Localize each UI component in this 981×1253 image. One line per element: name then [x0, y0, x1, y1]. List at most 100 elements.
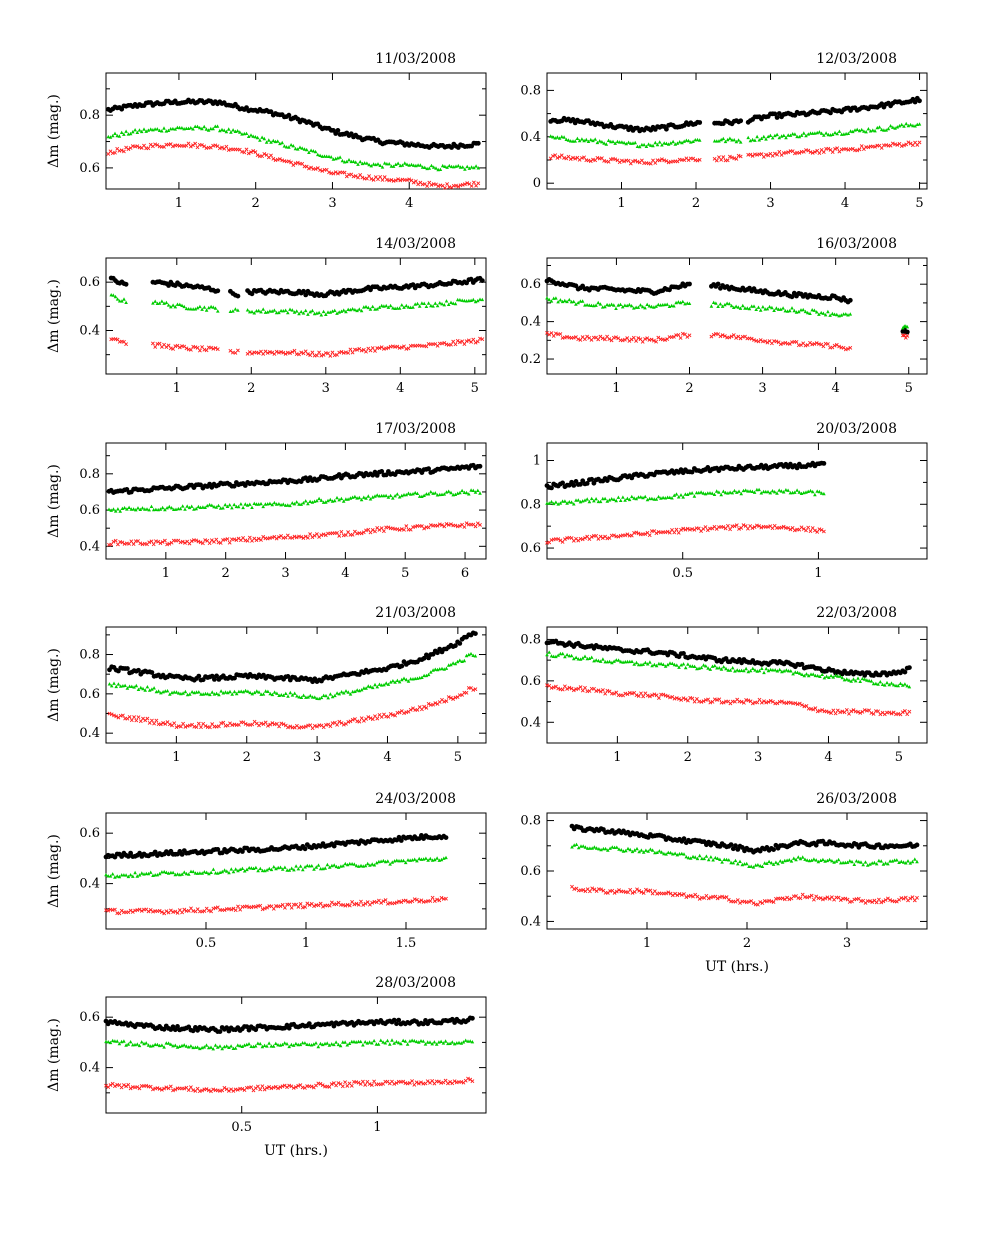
data-point	[157, 301, 162, 305]
data-point	[866, 127, 871, 131]
data-point	[600, 140, 604, 144]
data-point	[135, 144, 140, 149]
data-point	[177, 345, 182, 350]
data-point	[325, 862, 330, 867]
data-point	[279, 349, 284, 354]
data-point	[692, 494, 697, 498]
data-point	[730, 155, 734, 160]
data-point	[656, 696, 661, 701]
data-point	[817, 151, 822, 156]
data-point	[152, 686, 156, 690]
data-point	[547, 297, 551, 302]
data-point	[405, 162, 409, 166]
data-point	[568, 139, 573, 143]
data-point	[902, 669, 908, 675]
data-point	[136, 506, 140, 510]
data-point	[302, 147, 307, 151]
data-point	[137, 128, 142, 132]
data-point	[238, 907, 243, 912]
data-point	[299, 309, 303, 314]
data-point	[651, 143, 655, 148]
data-point	[117, 299, 122, 303]
data-point	[339, 349, 344, 354]
data-point	[435, 856, 439, 860]
data-point	[433, 491, 438, 495]
data-point	[364, 349, 368, 354]
data-point	[573, 139, 577, 143]
data-point	[403, 161, 407, 165]
data-point	[782, 133, 786, 137]
data-point	[637, 144, 642, 149]
data-point	[664, 141, 669, 145]
data-point	[570, 117, 576, 122]
data-point	[628, 887, 633, 892]
data-point	[113, 294, 118, 299]
data-point	[721, 136, 726, 141]
data-point	[218, 128, 222, 133]
data-point	[783, 309, 788, 313]
data-point	[598, 302, 603, 306]
data-point	[259, 501, 263, 506]
data-point	[651, 338, 656, 343]
data-point	[153, 299, 157, 303]
data-point	[148, 127, 153, 131]
data-point	[625, 303, 629, 308]
data-point	[206, 128, 211, 132]
data-point	[431, 165, 436, 169]
data-point	[902, 124, 906, 128]
data-point	[648, 660, 652, 664]
data-point	[725, 523, 730, 528]
data-point	[246, 151, 251, 156]
data-point	[712, 139, 717, 143]
data-point	[580, 299, 585, 303]
data-point	[180, 303, 184, 307]
data-point	[824, 131, 828, 135]
data-point	[180, 126, 184, 130]
data-point	[327, 903, 332, 908]
data-point	[367, 174, 372, 178]
data-point	[119, 148, 124, 153]
data-point	[215, 347, 220, 352]
series-middle	[104, 855, 448, 879]
data-point	[462, 342, 467, 347]
data-point	[631, 159, 635, 164]
data-point	[214, 537, 219, 542]
data-point	[810, 150, 815, 155]
data-point	[864, 130, 868, 134]
data-point	[209, 126, 213, 131]
data-point	[298, 864, 303, 868]
data-point	[691, 139, 695, 143]
data-point	[886, 126, 891, 131]
data-point	[232, 502, 236, 507]
data-point	[825, 342, 830, 346]
data-point	[604, 142, 609, 146]
data-point	[822, 133, 826, 137]
data-point	[786, 133, 790, 137]
data-point	[876, 709, 881, 714]
data-point	[817, 312, 821, 316]
data-point	[350, 307, 355, 311]
x-tick-label: 1	[613, 750, 621, 765]
data-point	[451, 301, 455, 305]
data-point	[139, 129, 144, 134]
data-point	[630, 659, 634, 663]
data-point	[209, 304, 213, 309]
data-point	[362, 161, 367, 165]
data-point	[217, 146, 222, 151]
y-axis-label: Δm (mag.)	[46, 1018, 62, 1092]
data-point	[635, 144, 640, 148]
data-point	[649, 304, 654, 309]
data-point	[365, 861, 370, 866]
data-point	[388, 493, 393, 498]
data-point	[681, 662, 686, 666]
data-point	[446, 302, 451, 306]
data-point	[233, 307, 238, 311]
data-point	[671, 139, 675, 144]
data-point	[404, 524, 409, 529]
data-point	[622, 159, 627, 164]
data-point	[173, 127, 177, 131]
x-tick-label: 4	[383, 750, 391, 765]
data-point	[238, 130, 242, 134]
data-point	[378, 163, 382, 167]
data-point	[335, 722, 340, 727]
